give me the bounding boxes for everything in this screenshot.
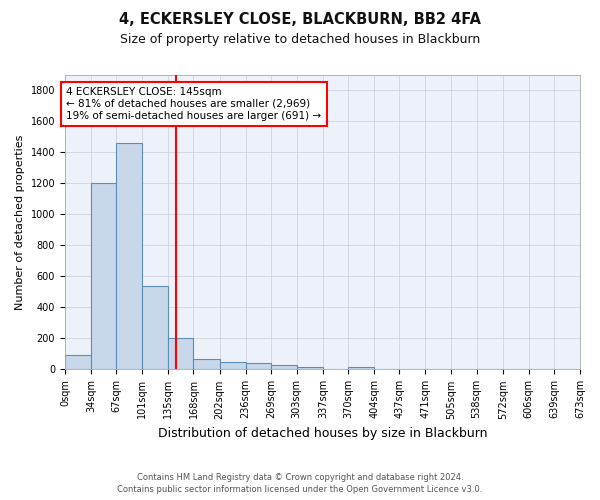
Bar bbox=[271, 365, 297, 370]
Text: Contains public sector information licensed under the Open Government Licence v3: Contains public sector information licen… bbox=[118, 485, 482, 494]
Bar bbox=[348, 367, 374, 370]
Bar bbox=[116, 143, 142, 370]
Text: 4 ECKERSLEY CLOSE: 145sqm
← 81% of detached houses are smaller (2,969)
19% of se: 4 ECKERSLEY CLOSE: 145sqm ← 81% of detac… bbox=[67, 88, 322, 120]
Bar bbox=[323, 368, 348, 370]
Bar bbox=[65, 356, 91, 370]
Bar bbox=[297, 366, 323, 370]
Bar bbox=[245, 363, 271, 370]
Text: Size of property relative to detached houses in Blackburn: Size of property relative to detached ho… bbox=[120, 32, 480, 46]
Text: 4, ECKERSLEY CLOSE, BLACKBURN, BB2 4FA: 4, ECKERSLEY CLOSE, BLACKBURN, BB2 4FA bbox=[119, 12, 481, 28]
Y-axis label: Number of detached properties: Number of detached properties bbox=[15, 134, 25, 310]
Bar bbox=[91, 184, 116, 370]
Bar bbox=[220, 362, 245, 370]
Bar bbox=[168, 338, 193, 370]
Bar bbox=[193, 360, 220, 370]
Bar bbox=[142, 286, 168, 370]
X-axis label: Distribution of detached houses by size in Blackburn: Distribution of detached houses by size … bbox=[158, 427, 487, 440]
Text: Contains HM Land Registry data © Crown copyright and database right 2024.: Contains HM Land Registry data © Crown c… bbox=[137, 472, 463, 482]
